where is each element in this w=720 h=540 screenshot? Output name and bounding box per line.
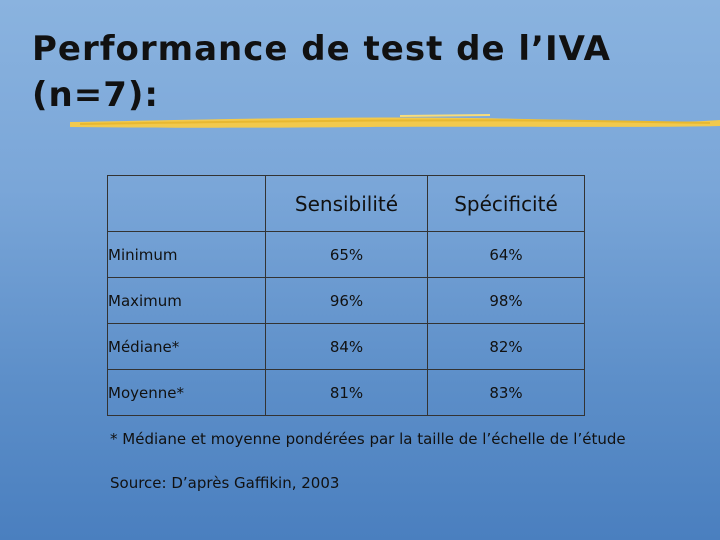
title-underline-decoration xyxy=(70,114,720,128)
table-row: Minimum 65% 64% xyxy=(107,231,585,278)
footnote: * Médiane et moyenne pondérées par la ta… xyxy=(110,430,626,448)
row-label: Maximum xyxy=(107,277,266,324)
table-header-empty xyxy=(107,175,266,232)
cell-specificite: 64% xyxy=(427,231,585,278)
table-row: Médiane* 84% 82% xyxy=(107,323,585,370)
cell-specificite: 98% xyxy=(427,277,585,324)
row-label: Minimum xyxy=(107,231,266,278)
table-row: Moyenne* 81% 83% xyxy=(107,369,585,416)
slide-title-line-1: Performance de test de l’IVA xyxy=(32,29,611,69)
source-citation: Source: D’après Gaffikin, 2003 xyxy=(110,474,340,492)
cell-specificite: 82% xyxy=(427,323,585,370)
table-header-specificite: Spécificité xyxy=(427,175,585,232)
performance-table: Sensibilité Spécificité Minimum 65% 64% … xyxy=(107,175,585,416)
cell-sensibilite: 65% xyxy=(265,231,428,278)
slide-title: Performance de test de l’IVA (n=7): xyxy=(32,26,692,118)
row-label: Médiane* xyxy=(107,323,266,370)
table-header-row: Sensibilité Spécificité xyxy=(107,175,585,232)
cell-sensibilite: 96% xyxy=(265,277,428,324)
table-header-sensibilite: Sensibilité xyxy=(265,175,428,232)
slide-title-line-2: (n=7): xyxy=(32,75,160,115)
table-row: Maximum 96% 98% xyxy=(107,277,585,324)
cell-specificite: 83% xyxy=(427,369,585,416)
cell-sensibilite: 84% xyxy=(265,323,428,370)
row-label: Moyenne* xyxy=(107,369,266,416)
cell-sensibilite: 81% xyxy=(265,369,428,416)
